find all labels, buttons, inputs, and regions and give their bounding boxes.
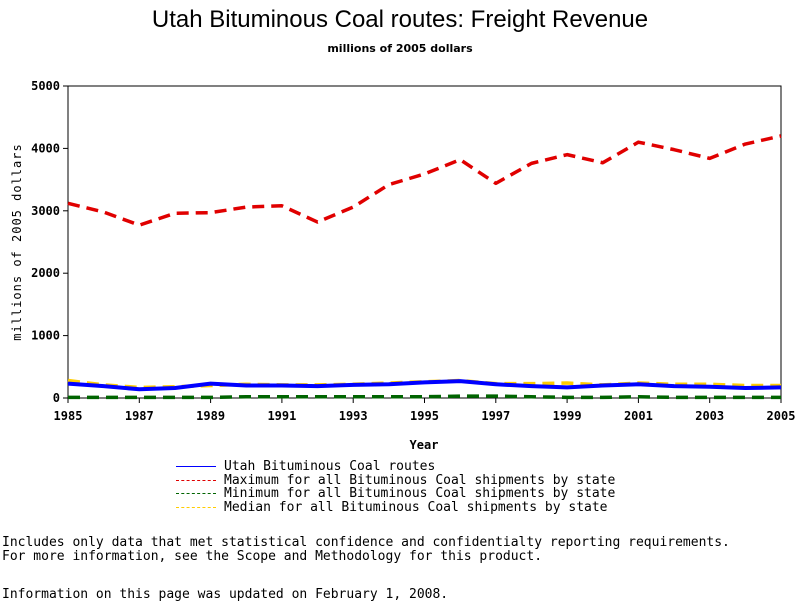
legend-label: Median for all Bituminous Coal shipments… [224,499,608,515]
x-tick-label: 1993 [339,409,368,423]
chart-subtitle: millions of 2005 dollars [327,42,473,55]
legend-label: Maximum for all Bituminous Coal shipment… [224,472,616,488]
legend-label: Minimum for all Bituminous Coal shipment… [224,486,616,502]
y-tick-label: 0 [53,391,60,405]
chart-legend: Utah Bituminous Coal routes Maximum for a… [176,459,616,515]
note-line: For more information, see the Scope and … [2,549,543,564]
legend-item: Median for all Bituminous Coal shipments… [176,499,615,515]
legend-item: Utah Bituminous Coal routes [176,459,615,475]
y-tick-label: 1000 [31,329,60,343]
y-tick-label: 2000 [31,266,60,280]
x-axis-title: Year [410,438,439,452]
series-line-0 [67,379,782,392]
y-axis-title: millions of 2005 dollars [10,143,24,340]
line-chart: 0 1000 2000 3000 4000 5000 1985 1987 1989 1991 19… [10,79,796,452]
x-tick-label: 1989 [196,409,225,423]
x-tick-label: 1987 [125,409,154,423]
x-tick-label: 1995 [410,409,439,423]
series-line-1 [67,134,782,227]
legend-swatch [176,466,216,468]
x-tick-label: 2001 [624,409,653,423]
x-tick-label: 1985 [54,409,83,423]
series-line-2 [68,394,781,400]
x-tick-label: 1991 [267,409,296,423]
x-tick-label: 1997 [481,409,510,423]
legend-swatch [176,506,216,508]
x-tick-label: 2003 [695,409,724,423]
legend-item: Minimum for all Bituminous Coal shipment… [176,486,616,502]
chart-title: Utah Bituminous Coal routes: Freight Rev… [151,6,649,33]
x-tick-label: 2005 [767,409,796,423]
footnotes: Includes only data that met statistical … [2,536,730,564]
note-line: Includes only data that met statistical … [2,535,730,550]
legend-swatch [176,493,216,495]
y-tick-label: 3000 [31,204,60,218]
legend-label: Utah Bituminous Coal routes [224,459,436,475]
y-tick-label: 4000 [31,141,60,155]
legend-swatch [176,479,216,481]
updated-note: Information on this page was updated on … [2,587,449,602]
legend-item: Maximum for all Bituminous Coal shipment… [176,472,616,488]
plot-area-frame [67,85,782,399]
y-tick-label: 5000 [31,79,60,93]
x-tick-label: 1999 [553,409,582,423]
